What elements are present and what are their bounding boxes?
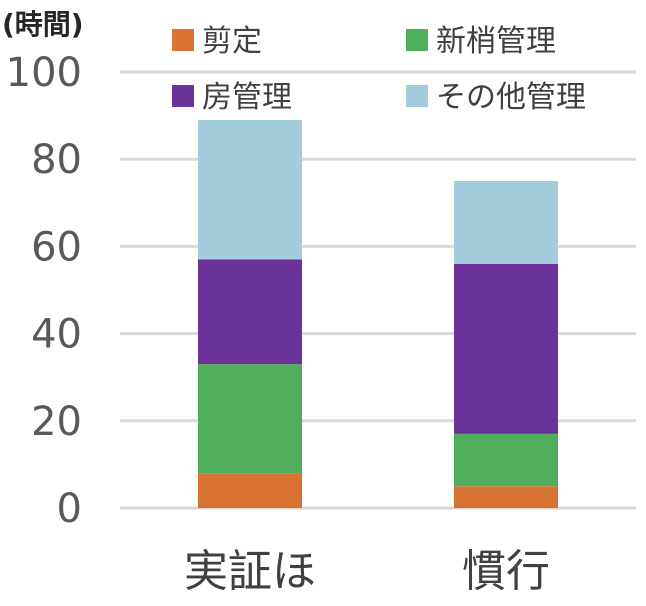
bar-segment	[454, 486, 558, 508]
legend-label: 房管理	[202, 80, 292, 115]
x-axis-categories: 実証ほ 慣行	[184, 546, 550, 597]
legend-label: 剪定	[202, 24, 262, 59]
bars	[198, 119, 558, 508]
gridlines	[120, 70, 636, 510]
bar-segment	[198, 364, 302, 474]
bar-segment	[198, 119, 302, 260]
y-tick-label: 20	[31, 399, 82, 445]
bar-segment	[198, 473, 302, 508]
y-axis-ticks: 0 20 40 60 80 100	[6, 50, 82, 532]
x-category-label: 実証ほ	[184, 546, 316, 597]
y-tick-label: 100	[6, 50, 82, 96]
x-category-label: 慣行	[462, 546, 550, 597]
bar-segment	[454, 181, 558, 264]
legend-swatch	[172, 85, 194, 107]
bar-segment	[454, 433, 558, 487]
y-tick-label: 40	[31, 312, 82, 358]
bar-segment	[454, 263, 558, 434]
y-axis-unit-label: (時間)	[2, 8, 84, 41]
legend-swatch	[172, 29, 194, 51]
y-tick-label: 80	[31, 137, 82, 183]
y-tick-label: 60	[31, 224, 82, 270]
legend-label: 新梢管理	[436, 24, 556, 59]
bar-segment	[198, 259, 302, 365]
legend-label: その他管理	[436, 80, 586, 115]
y-tick-label: 0	[57, 486, 82, 532]
legend-swatch	[406, 85, 428, 107]
legend-swatch	[406, 29, 428, 51]
